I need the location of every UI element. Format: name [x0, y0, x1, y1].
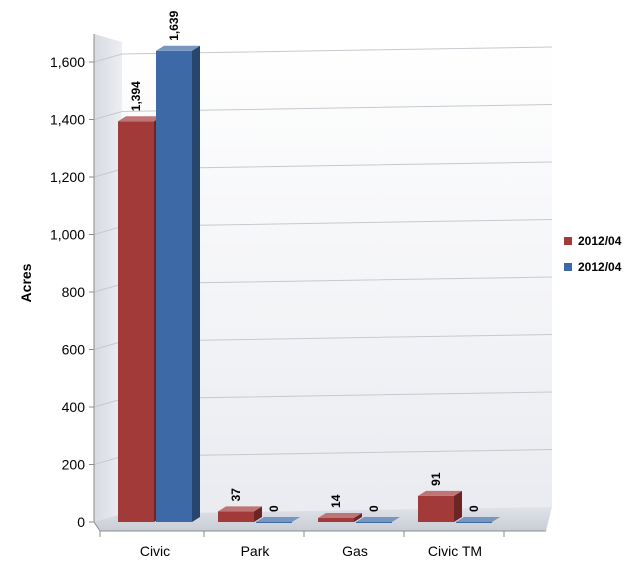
plot-area [93, 34, 553, 531]
data-label: 37 [229, 488, 243, 502]
y-tick-label: 0 [77, 514, 85, 530]
bar [356, 517, 400, 523]
x-tick-label: Civic TM [428, 543, 482, 559]
x-axis-labels: Civic Park Gas Civic TM [93, 521, 546, 559]
y-tick-label: 1,400 [50, 112, 85, 128]
data-label: 1,639 [167, 10, 181, 40]
data-label: 14 [329, 494, 343, 508]
bar-top [318, 512, 362, 518]
gridline [93, 46, 553, 63]
legend-label: 2012/04 [578, 234, 622, 248]
x-tick-label: Park [241, 543, 271, 559]
x-axis-line [93, 521, 101, 532]
bar-side [254, 506, 262, 522]
y-tick-label: 600 [62, 342, 86, 358]
y-tick-label: 400 [62, 399, 86, 415]
bar-top [218, 506, 262, 512]
y-tick-label: 1,600 [50, 54, 85, 70]
bar [318, 512, 362, 522]
bar-top [118, 116, 162, 122]
bar [118, 116, 162, 522]
bar-front [318, 517, 354, 522]
legend-item: 2012/04 [564, 234, 622, 248]
bars [118, 45, 500, 523]
bar-side [192, 45, 200, 522]
y-tick-label: 200 [62, 457, 86, 473]
data-label: 1,394 [129, 81, 143, 111]
bar-top [156, 45, 200, 51]
gridline [93, 104, 553, 120]
bar-front [118, 121, 154, 522]
bar [156, 45, 200, 522]
legend-swatch [564, 263, 572, 271]
data-label: 91 [429, 472, 443, 486]
legend-label: 2012/04 [578, 260, 622, 274]
bar-front [418, 495, 454, 522]
data-label: 0 [367, 505, 381, 512]
bar [418, 490, 462, 522]
bar-side [354, 512, 362, 522]
bar-front [456, 522, 492, 523]
y-tick-label: 800 [62, 284, 86, 300]
bar-top [256, 517, 300, 522]
bar-top [418, 490, 462, 496]
side-wall [94, 34, 122, 522]
x-tick-label: Civic [140, 543, 170, 559]
data-label: 0 [467, 505, 481, 512]
x-tick-label: Gas [342, 543, 368, 559]
data-labels: 1,394 1,639 37 0 14 0 91 0 [129, 10, 481, 512]
bar [218, 506, 262, 522]
bar-front [256, 522, 292, 523]
bar [456, 517, 500, 523]
legend-swatch [564, 237, 572, 245]
bar-front [156, 50, 192, 522]
bar [256, 517, 300, 523]
legend-item: 2012/04 [564, 260, 622, 274]
data-label: 0 [267, 505, 281, 512]
bar-top [456, 517, 500, 522]
legend: 2012/04 2012/04 [564, 234, 622, 274]
y-tick-label: 1,200 [50, 169, 85, 185]
bar-side [454, 490, 462, 522]
bar-top [356, 517, 400, 522]
y-axis-title: Acres [18, 263, 34, 302]
y-tick-label: 1,000 [50, 227, 85, 243]
bar-front [218, 511, 254, 522]
bar-front [356, 522, 392, 523]
y-axis-ticks: 0 200 400 600 800 1,000 1,200 1,400 1,600 [50, 54, 94, 530]
back-wall [122, 42, 552, 522]
